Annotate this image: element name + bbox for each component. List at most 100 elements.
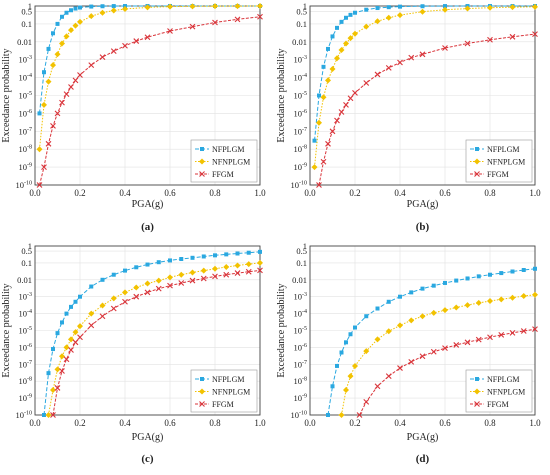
x-marker-stroke	[509, 330, 516, 336]
legend-label: FFGM	[212, 170, 234, 179]
data-point-nfnplgm	[59, 353, 65, 360]
data-point-nfnplgm	[442, 307, 448, 314]
data-point-nfplgm	[326, 413, 330, 417]
data-point-nfnplgm	[133, 284, 140, 291]
data-point-ffgm	[343, 101, 349, 108]
data-point-nfnplgm	[453, 304, 460, 311]
data-point-nfplgm	[46, 46, 51, 51]
series-ffgm	[316, 31, 538, 188]
legend-marker	[474, 171, 480, 177]
data-point-nfplgm	[78, 294, 82, 299]
x-marker-stroke	[212, 273, 218, 280]
x-tick-label: 0.4	[119, 188, 131, 198]
x-tick-label: 0.6	[164, 418, 176, 428]
data-point-nfnplgm	[68, 27, 74, 34]
data-point-nfplgm	[364, 314, 369, 319]
data-point-nfplgm	[353, 325, 357, 330]
x-tick-label: 0.2	[74, 418, 85, 428]
x-tick-label: 0.0	[29, 188, 41, 198]
data-point-ffgm	[167, 282, 173, 289]
data-point-ffgm	[223, 271, 230, 278]
data-point-nfplgm	[330, 34, 335, 39]
data-point-ffgm	[520, 328, 527, 334]
data-point-nfnplgm	[487, 4, 493, 11]
data-point-nfnplgm	[520, 293, 527, 300]
x-marker-stroke	[189, 23, 196, 30]
data-point-ffgm	[385, 373, 392, 380]
data-point-nfnplgm	[374, 18, 381, 25]
y-tick-label: 0.5	[21, 6, 32, 16]
data-point-nfnplgm	[347, 35, 354, 42]
data-point-nfplgm	[488, 272, 492, 277]
data-point-ffgm	[144, 289, 151, 296]
data-point-nfnplgm	[167, 3, 173, 10]
series-nfnplgm	[45, 259, 263, 418]
x-marker-stroke	[189, 277, 196, 284]
data-point-nfnplgm	[212, 265, 218, 272]
data-point-ffgm	[189, 277, 196, 284]
x-marker-stroke	[50, 412, 56, 418]
data-point-nfplgm	[364, 7, 369, 12]
data-point-ffgm	[352, 89, 358, 96]
x-tick-label: 0.6	[439, 418, 451, 428]
data-point-nfplgm	[465, 276, 470, 281]
data-point-ffgm	[509, 33, 516, 40]
x-marker-stroke	[474, 401, 480, 407]
data-point-nfnplgm	[144, 4, 151, 11]
data-point-nfnplgm	[99, 302, 106, 309]
x-marker-stroke	[498, 331, 505, 338]
data-point-ffgm	[408, 358, 415, 365]
legend-label: NFPLGM	[487, 375, 519, 384]
data-point-ffgm	[41, 164, 47, 170]
y-axis-label: Exceedance probability	[276, 283, 287, 377]
legend-label: FFGM	[487, 400, 509, 409]
data-point-nfnplgm	[212, 3, 218, 10]
data-point-nfnplgm	[343, 40, 349, 47]
data-point-nfnplgm	[50, 62, 56, 69]
panel-caption: (d)	[416, 453, 430, 465]
data-point-nfnplgm	[189, 269, 196, 276]
data-point-ffgm	[487, 334, 493, 341]
data-point-ffgm	[325, 140, 331, 147]
data-point-ffgm	[72, 339, 79, 346]
data-point-nfnplgm	[316, 119, 322, 126]
data-point-ffgm	[110, 305, 117, 312]
x-marker-stroke	[442, 45, 448, 51]
y-tick-label: 10-10	[16, 180, 33, 190]
data-point-nfplgm	[42, 413, 46, 417]
legend: NFPLGM NFNPLGM FFGM	[465, 139, 533, 183]
x-tick-label: 0.2	[349, 418, 360, 428]
data-point-nfplgm	[386, 5, 391, 10]
x-marker-stroke	[133, 38, 140, 44]
data-point-nfplgm	[111, 272, 116, 277]
y-tick-label: 10-10	[16, 410, 33, 420]
y-tick-label: 0.01	[292, 275, 307, 285]
y-tick-label: 10-7	[19, 126, 33, 136]
data-point-nfnplgm	[54, 51, 61, 58]
data-point-ffgm	[59, 99, 65, 106]
y-tick-label: 10-3	[19, 55, 33, 65]
x-marker-stroke	[356, 412, 363, 418]
x-marker-stroke	[397, 59, 403, 66]
y-tick-label: 0.1	[296, 19, 307, 29]
data-point-nfnplgm	[189, 3, 196, 10]
data-point-nfnplgm	[245, 261, 252, 268]
legend-marker	[475, 147, 479, 151]
data-point-nfplgm	[339, 350, 344, 355]
x-marker-stroke	[442, 345, 448, 352]
y-tick-label: 10-8	[294, 376, 308, 386]
data-point-nfnplgm	[311, 164, 318, 171]
data-point-ffgm	[144, 34, 151, 41]
y-tick-label: 1	[28, 241, 32, 251]
data-point-nfplgm	[51, 31, 55, 36]
data-point-ffgm	[133, 293, 140, 300]
data-point-nfplgm	[235, 251, 240, 256]
x-marker-stroke	[122, 298, 128, 305]
data-point-ffgm	[453, 342, 460, 348]
series-nfplgm	[42, 249, 262, 417]
data-point-nfplgm	[353, 10, 357, 15]
y-tick-label: 10-9	[19, 393, 33, 403]
x-marker-stroke	[257, 267, 263, 274]
data-point-nfnplgm	[397, 322, 403, 329]
